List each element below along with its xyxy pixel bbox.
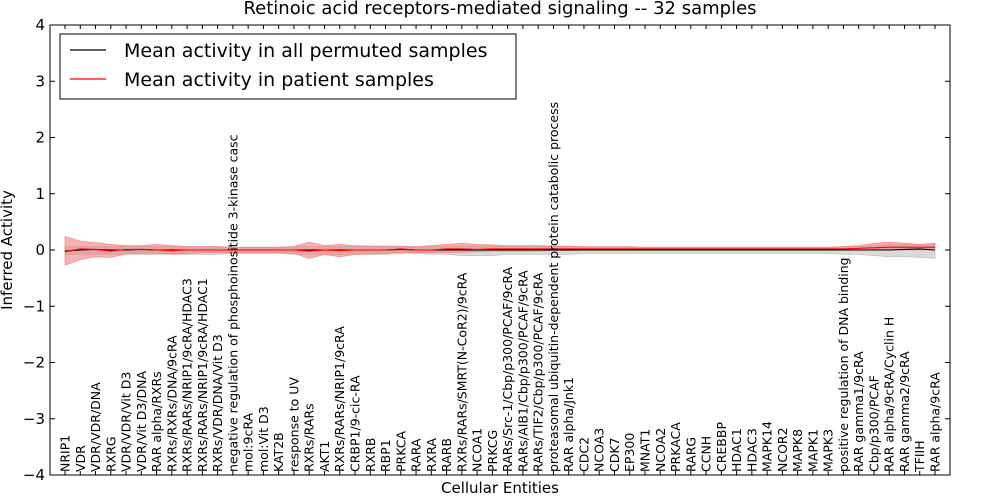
- y-tick-label: 0: [35, 241, 45, 259]
- x-tick-label: MAPK1: [805, 429, 820, 472]
- y-axis-label: Inferred Activity: [0, 190, 16, 310]
- y-tick-label: −4: [23, 466, 45, 484]
- x-tick-label: NCOA2: [653, 428, 668, 472]
- y-tick-label: −1: [23, 297, 45, 315]
- x-tick-label: RXRs/RARs/NRIP1/9cRA/HDAC3: [180, 278, 195, 472]
- x-tick-label: RBP1: [378, 439, 393, 472]
- x-tick-label: CREBBP: [714, 422, 729, 472]
- y-axis: −4 −3 −2 −1 0 1 2 3 4: [23, 16, 950, 484]
- x-tick-label: RXRs/RXRs/DNA/9cRA: [164, 335, 179, 472]
- x-tick-label: RXRA: [424, 438, 439, 472]
- confidence-bands: [64, 236, 936, 266]
- x-tick-label: response to UV: [286, 377, 301, 472]
- chart-title: Retinoic acid receptors-mediated signali…: [243, 0, 756, 19]
- y-tick-label: 2: [35, 129, 45, 147]
- series-lines: [64, 246, 936, 253]
- x-tick-label: RAR alpha/9cRA: [928, 372, 943, 472]
- x-tick-label: MAPK3: [821, 429, 836, 472]
- x-tick-label: RARG: [683, 437, 698, 472]
- x-tick-label: MAPK14: [760, 421, 775, 472]
- x-tick-label: RXRs/RARs/NRIP1/9cRA: [332, 326, 347, 472]
- y-tick-label: 1: [35, 185, 45, 203]
- x-tick-label: CCNH: [699, 436, 714, 472]
- patient-mean-line: [64, 246, 935, 253]
- x-tick-label: CDK7: [607, 437, 622, 472]
- x-tick-label: RAR alpha/RXRs: [149, 371, 164, 472]
- x-tick-label: PRKCG: [485, 430, 500, 472]
- y-tick-label: 4: [35, 16, 45, 34]
- x-tick-label: NCOA3: [592, 428, 607, 472]
- x-tick-label: EP300: [622, 433, 637, 472]
- x-tick-label: RXRs/VDR/DNA/Vit D3: [210, 334, 225, 472]
- legend: Mean activity in all permuted samples Me…: [59, 33, 517, 100]
- x-tick-label: RAR alpha/Jnk1: [561, 377, 576, 472]
- x-tick-label: RXRs/RARs: [302, 403, 317, 472]
- legend-label-patient: Mean activity in patient samples: [124, 69, 434, 91]
- x-tick-label: TFIIH: [912, 440, 927, 473]
- x-tick-label: NCOR2: [775, 427, 790, 472]
- x-tick-label: RARs/Src-1/Cbp/p300/PCAF/9cRA: [500, 266, 515, 472]
- y-tick-label: −2: [23, 354, 45, 372]
- x-axis: NRIP1 VDR VDR/VDR/DNA RXRG VDR/VDR/Vit D3 VDR…: [58, 25, 943, 475]
- x-tick-label: positive regulation of DNA binding: [836, 257, 851, 472]
- x-tick-label: KAT2B: [271, 432, 286, 472]
- x-tick-label: RXRs/RARs/NRIP1/9cRA/HDAC1: [195, 278, 210, 472]
- x-tick-label: proteasomal ubiquitin-dependent protein …: [546, 102, 561, 472]
- x-tick-label: RXRs/RARs/SMRT(N-CoR2)/9cRA: [454, 272, 469, 472]
- y-tick-label: 3: [35, 72, 45, 90]
- x-tick-label: AKT1: [317, 441, 332, 472]
- x-tick-label: Cbp/p300/PCAF: [866, 375, 881, 472]
- x-tick-label: PRKCA: [393, 431, 408, 472]
- x-tick-label: RAR alpha/9cRA/Cyclin H: [882, 317, 897, 472]
- x-tick-label: RAR gamma2/9cRA: [897, 351, 912, 472]
- x-tick-label: MNAT1: [638, 429, 653, 472]
- x-axis-label: Cellular Entities: [441, 479, 559, 497]
- x-tick-label: CDC2: [576, 437, 591, 472]
- x-tick-label: PRKACA: [668, 422, 683, 472]
- x-tick-label: RARs/AIB1/Cbp/p300/PCAF/9cRA: [515, 270, 530, 472]
- x-tick-label: RXRB: [363, 437, 378, 472]
- x-tick-label: NRIP1: [58, 435, 73, 472]
- x-tick-label: NCOA1: [470, 428, 485, 472]
- legend-box: [59, 33, 517, 100]
- y-tick-label: −3: [23, 410, 45, 428]
- x-tick-label: MAPK8: [790, 429, 805, 472]
- x-tick-label: VDR/Vit D3/DNA: [134, 371, 149, 472]
- x-tick-label: VDR/VDR/DNA: [88, 382, 103, 472]
- x-tick-label: RXRG: [103, 436, 118, 472]
- x-tick-label: RAR gamma1/9cRA: [851, 351, 866, 472]
- x-tick-label: CRBP1/9-cic-RA: [348, 375, 363, 472]
- legend-label-permuted: Mean activity in all permuted samples: [124, 40, 487, 62]
- x-tick-label: HDAC1: [729, 428, 744, 472]
- x-tick-label: VDR: [73, 445, 88, 472]
- x-tick-label: RARs/TIF2/Cbp/p300/PCAF/9cRA: [531, 272, 546, 472]
- x-tick-label: negative regulation of phosphoinositide …: [225, 134, 240, 472]
- x-tick-label: mol:9cRA: [241, 412, 256, 472]
- x-tick-label: VDR/VDR/Vit D3: [119, 372, 134, 472]
- x-tick-label: mol:Vit D3: [256, 406, 271, 472]
- x-tick-label: RARB: [439, 438, 454, 472]
- x-tick-label: RARA: [409, 438, 424, 472]
- x-tick-label: HDAC3: [744, 428, 759, 472]
